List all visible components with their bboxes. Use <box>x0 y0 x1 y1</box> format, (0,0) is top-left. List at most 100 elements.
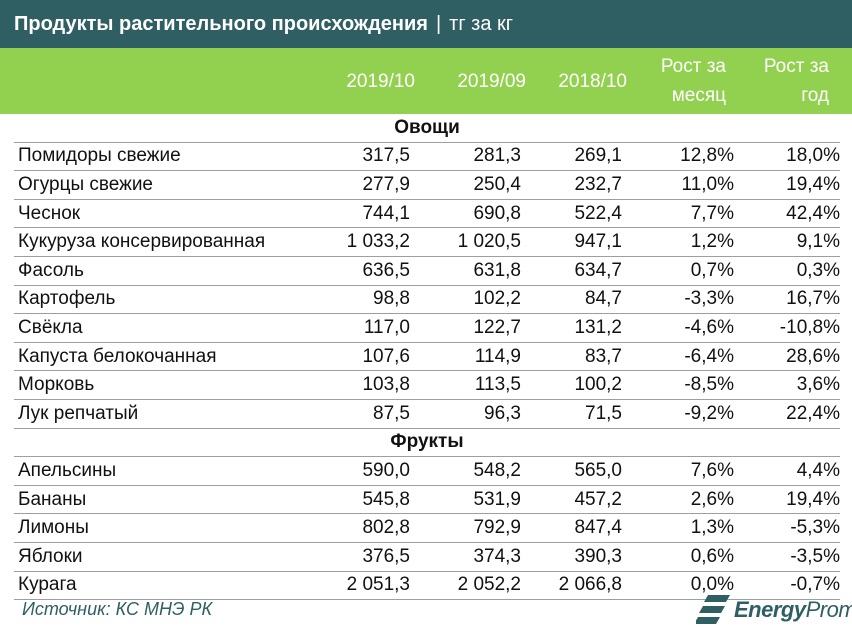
table-cell: 744,1 <box>290 199 410 229</box>
table-cell: 103,8 <box>290 370 410 400</box>
table-row: Бананы 545,8 531,9 457,2 2,6% 19,4% <box>14 485 840 515</box>
energyprom-logo-icon <box>696 595 730 624</box>
brand-name: EnergyProm <box>734 597 852 623</box>
product-name: Апельсины <box>14 456 290 486</box>
table-row: Кукуруза консервированная 1 033,2 1 020,5 9… <box>14 227 840 257</box>
product-name: Лимоны <box>14 513 290 543</box>
table-cell: 531,9 <box>410 485 521 515</box>
table-cell: 390,3 <box>521 542 622 572</box>
table-row: Яблоки 376,5 374,3 390,3 0,6% -3,5% <box>14 542 840 572</box>
table-cell: 113,5 <box>410 370 521 400</box>
table-row: Курага 2 051,3 2 052,2 2 066,8 0,0% -0,7% <box>14 571 840 601</box>
brand-name-rest: Prom <box>805 597 852 622</box>
table-cell: 590,0 <box>290 456 410 486</box>
table-cell: 631,8 <box>410 256 521 286</box>
table-cell: -0,7% <box>734 571 840 601</box>
table-cell: 2 066,8 <box>521 571 622 601</box>
product-name: Морковь <box>14 370 290 400</box>
table-row: Картофель 98,8 102,2 84,7 -3,3% 16,7% <box>14 285 840 315</box>
table-cell: 0,3% <box>734 256 840 286</box>
table-cell: 131,2 <box>521 313 622 343</box>
table-cell: 1 033,2 <box>290 227 410 257</box>
title-bar: Продукты растительного происхождения | т… <box>0 0 852 48</box>
table-cell: 4,4% <box>734 456 840 486</box>
table-cell: 83,7 <box>521 342 622 372</box>
group-header-row: Овощи <box>14 114 840 143</box>
product-name: Капуста белокочанная <box>14 342 290 372</box>
table-cell: 28,6% <box>734 342 840 372</box>
column-header-text: Рост за год <box>763 56 829 106</box>
table-row: Свёкла 117,0 122,7 131,2 -4,6% -10,8% <box>14 313 840 343</box>
table-cell: 117,0 <box>290 313 410 343</box>
table-row: Помидоры свежие 317,5 281,3 269,1 12,8% 18,0% <box>14 142 840 172</box>
table-row: Фасоль 636,5 631,8 634,7 0,7% 0,3% <box>14 256 840 286</box>
table-cell: 114,9 <box>410 342 521 372</box>
table-cell: 71,5 <box>521 399 622 429</box>
page-title: Продукты растительного происхождения <box>14 12 428 35</box>
product-name: Чеснок <box>14 199 290 229</box>
table-cell: 269,1 <box>521 142 622 172</box>
product-name: Свёкла <box>14 313 290 343</box>
table-cell: 545,8 <box>290 485 410 515</box>
table-cell: 22,4% <box>734 399 840 429</box>
table-cell: 7,6% <box>622 456 734 486</box>
table-cell: 12,8% <box>622 142 734 172</box>
table-row: Апельсины 590,0 548,2 565,0 7,6% 4,4% <box>14 456 840 486</box>
table-cell: 9,1% <box>734 227 840 257</box>
column-header-text: Рост за месяц <box>660 56 726 106</box>
table-cell: 3,6% <box>734 370 840 400</box>
table-cell: 98,8 <box>290 285 410 315</box>
table-cell: 317,5 <box>290 142 410 172</box>
table-cell: 232,7 <box>521 170 622 200</box>
table-cell: 18,0% <box>734 142 840 172</box>
data-table: Овощи Помидоры свежие 317,5 281,3 269,1 12,8%… <box>14 114 840 601</box>
table-cell: -3,5% <box>734 542 840 572</box>
group-label: Овощи <box>14 114 840 143</box>
table-cell: 847,4 <box>521 513 622 543</box>
source-note: Источник: КС МНЭ РК <box>22 599 213 619</box>
product-name: Огурцы свежие <box>14 170 290 200</box>
unit-label: тг за кг <box>449 12 514 35</box>
product-name: Фасоль <box>14 256 290 286</box>
column-header: 2019/10 <box>346 70 415 92</box>
table-cell: 565,0 <box>521 456 622 486</box>
table-cell: -9,2% <box>622 399 734 429</box>
product-name: Лук репчатый <box>14 399 290 429</box>
table-cell: 690,8 <box>410 199 521 229</box>
table-cell: 11,0% <box>622 170 734 200</box>
table-cell: 100,2 <box>521 370 622 400</box>
table-cell: -8,5% <box>622 370 734 400</box>
table-cell: 281,3 <box>410 142 521 172</box>
column-header: Рост за месяц <box>627 48 726 114</box>
table-cell: 2 052,2 <box>410 571 521 601</box>
column-header-row: 2019/10 2019/09 2018/10 Рост за месяц Ро… <box>0 48 852 114</box>
group-label: Фрукты <box>14 428 840 458</box>
table-cell: 122,7 <box>410 313 521 343</box>
table-cell: 792,9 <box>410 513 521 543</box>
table-cell: 802,8 <box>290 513 410 543</box>
table-row: Капуста белокочанная 107,6 114,9 83,7 -6,4% 2… <box>14 342 840 372</box>
table-row: Лимоны 802,8 792,9 847,4 1,3% -5,3% <box>14 513 840 543</box>
energyprom-logo: EnergyProm <box>696 592 852 628</box>
table-cell: 522,4 <box>521 199 622 229</box>
product-name: Картофель <box>14 285 290 315</box>
table-cell: 96,3 <box>410 399 521 429</box>
product-name: Кукуруза консервированная <box>14 227 290 257</box>
table-body: Овощи Помидоры свежие 317,5 281,3 269,1 12,8%… <box>14 114 840 601</box>
table-cell: -4,6% <box>622 313 734 343</box>
column-header: 2018/10 <box>558 70 627 92</box>
table-row: Чеснок 744,1 690,8 522,4 7,7% 42,4% <box>14 199 840 229</box>
table-cell: 107,6 <box>290 342 410 372</box>
product-name: Яблоки <box>14 542 290 572</box>
product-name: Бананы <box>14 485 290 515</box>
table-cell: -3,3% <box>622 285 734 315</box>
table-cell: 374,3 <box>410 542 521 572</box>
table-cell: 84,7 <box>521 285 622 315</box>
table-cell: -6,4% <box>622 342 734 372</box>
table-cell: -5,3% <box>734 513 840 543</box>
brand-name-bold: Energy <box>734 597 806 622</box>
table-cell: 19,4% <box>734 170 840 200</box>
table-row: Огурцы свежие 277,9 250,4 232,7 11,0% 19,4% <box>14 170 840 200</box>
table-cell: 19,4% <box>734 485 840 515</box>
